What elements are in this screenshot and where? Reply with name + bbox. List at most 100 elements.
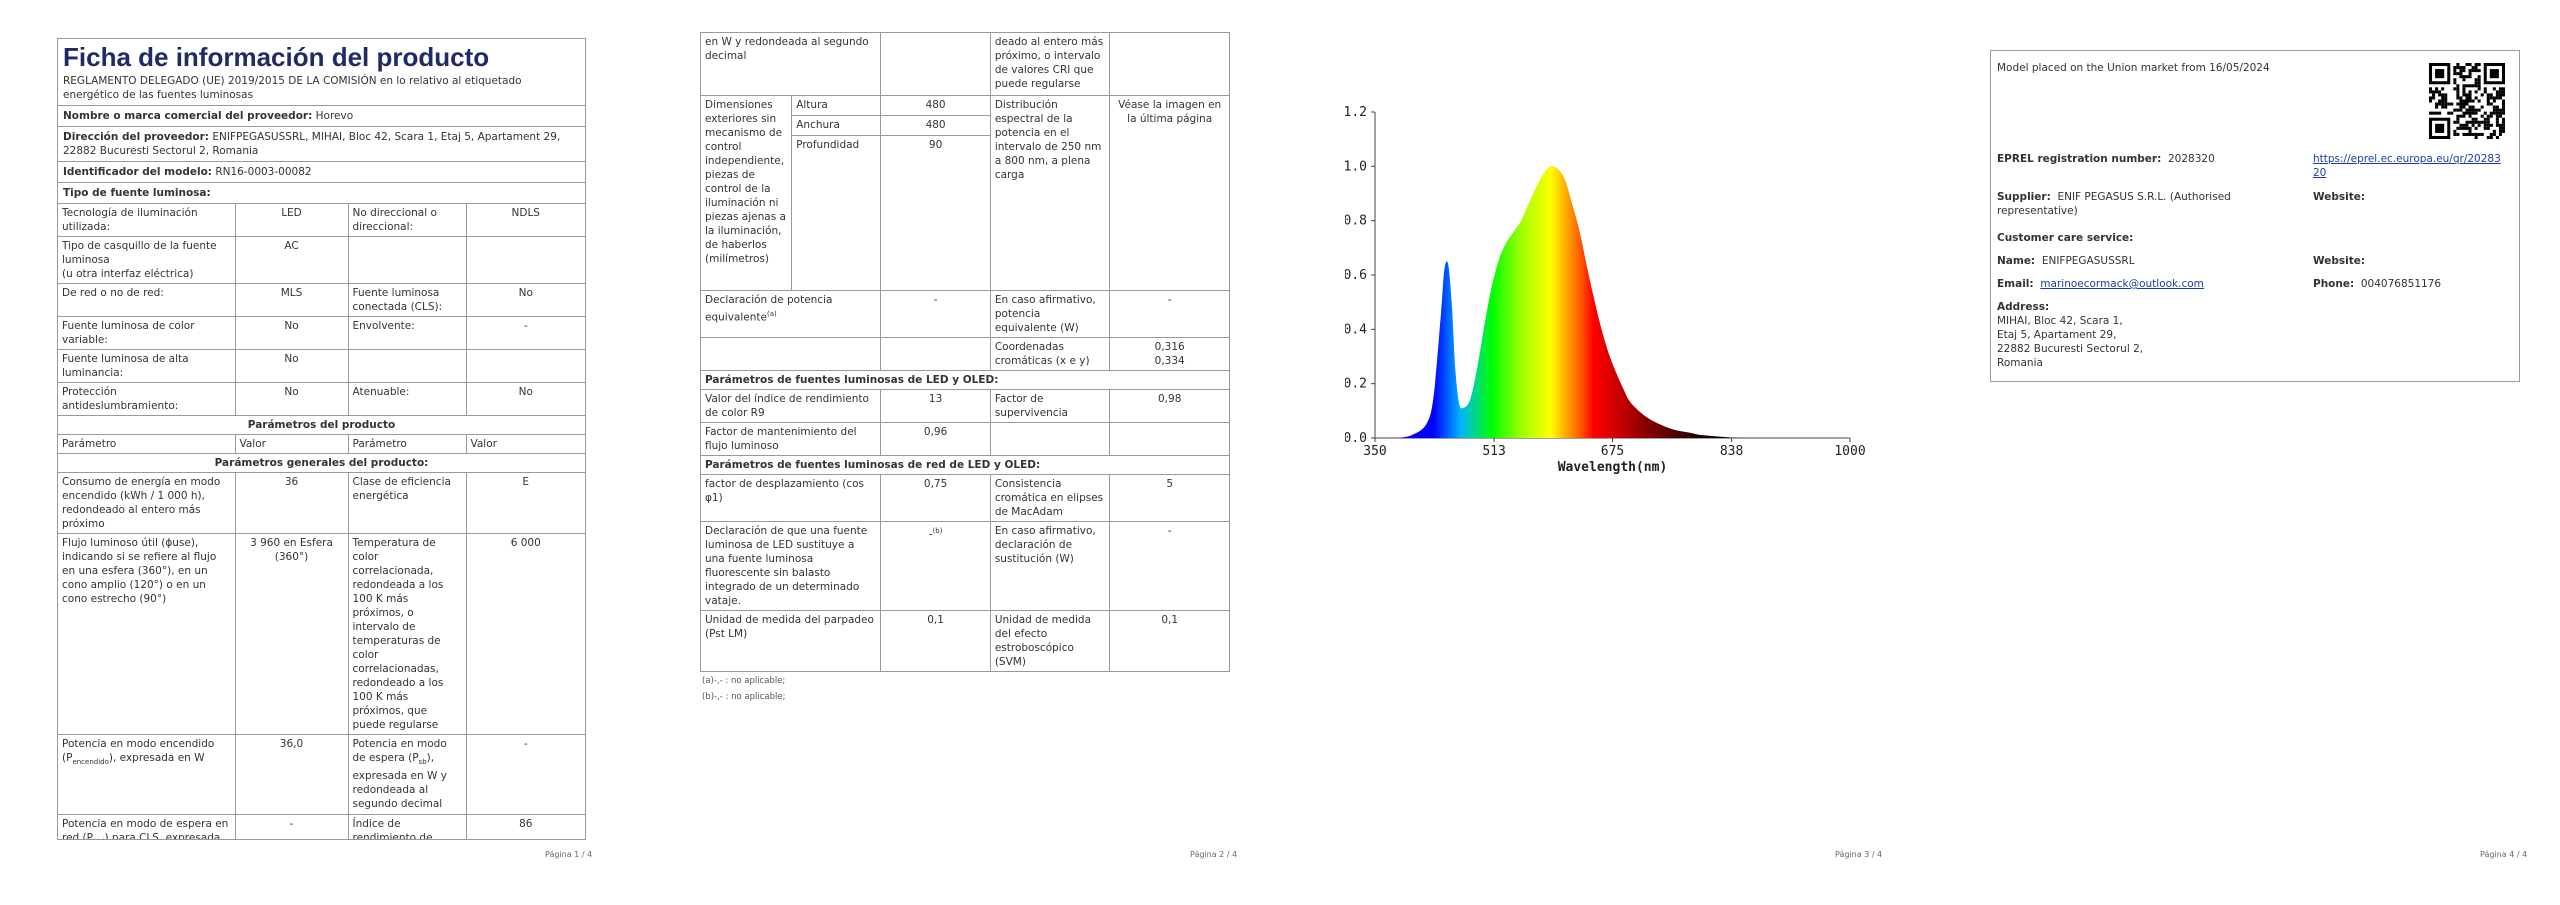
- address-block: Address: MIHAI, Bloc 42, Scara 1, Etaj 5…: [1997, 300, 2143, 370]
- cos-phi-value: 0,75: [880, 474, 991, 522]
- table-row: Parámetros de fuentes luminosas de LED y…: [700, 370, 1230, 390]
- qr-module: [2498, 123, 2502, 127]
- qr-module: [2468, 90, 2472, 94]
- qr-module: [2471, 108, 2475, 112]
- qr-module: [2483, 117, 2487, 121]
- qr-module: [2471, 84, 2475, 88]
- address-line-2: Etaj 5, Apartament 29,: [1997, 329, 2117, 341]
- svm-value: 0,1: [1109, 610, 1230, 672]
- replacement-yes-value: -: [1109, 521, 1230, 611]
- qr-module: [2456, 90, 2460, 94]
- network-standby-value: -: [234, 814, 349, 839]
- table-row: Potencia en modo encendido (Pencendido),…: [58, 734, 585, 815]
- mains-value: MLS: [234, 283, 349, 317]
- qr-module: [2477, 120, 2481, 124]
- qr-module: [2450, 102, 2454, 106]
- qr-module: [2495, 111, 2499, 115]
- qr-module: [2486, 114, 2490, 118]
- tech-value: LED: [234, 203, 349, 237]
- email-link[interactable]: marinoecormack@outlook.com: [2040, 278, 2204, 290]
- source-type-heading: Tipo de fuente luminosa:: [58, 183, 585, 204]
- qr-module: [2471, 132, 2475, 136]
- qr-module: [2456, 66, 2460, 70]
- qr-module: [2495, 114, 2499, 118]
- led-params-heading: Parámetros de fuentes luminosas de LED y…: [700, 370, 1230, 390]
- qr-module: [2435, 87, 2439, 91]
- qr-module: [2441, 102, 2445, 106]
- qr-module: [2459, 66, 2463, 70]
- high-luminance-value: No: [234, 349, 349, 383]
- qr-module: [2456, 126, 2460, 130]
- eprel-link[interactable]: https://eprel.ec.europa.eu/qr/2028320: [2313, 153, 2501, 179]
- qr-module: [2483, 111, 2487, 115]
- qr-module: [2432, 93, 2436, 97]
- qr-module: [2477, 69, 2481, 73]
- qr-module: [2438, 90, 2442, 94]
- replacement-value: -(b): [880, 521, 991, 611]
- qr-module: [2432, 90, 2436, 94]
- qr-module: [2465, 132, 2469, 136]
- qr-module: [2456, 72, 2460, 76]
- eprel-info-box: Model placed on the Union market from 16…: [1990, 50, 2520, 382]
- page-1: Ficha de información del producto REGLAM…: [55, 0, 645, 905]
- qr-module: [2462, 111, 2466, 115]
- table-row: Potencia en modo de espera en red (Pred)…: [58, 814, 585, 839]
- page-3: 0.0 0.2 0.4 0.6 0.8 1.0 1.2 350 513 675 838 1000 Wa…: [1345, 0, 1935, 905]
- qr-module: [2474, 132, 2478, 136]
- qr-module: [2465, 123, 2469, 127]
- source-type-label: Tipo de fuente luminosa:: [63, 187, 211, 199]
- address-line-4: Romania: [1997, 357, 2043, 369]
- qr-module: [2447, 102, 2451, 106]
- table-row: Fuente luminosa de alta luminancia: No: [58, 349, 585, 383]
- qr-module: [2489, 114, 2493, 118]
- qr-module: [2465, 96, 2469, 100]
- equivalent-power-label: Declaración de potencia equivalente(a): [700, 290, 882, 338]
- qr-module: [2459, 69, 2463, 73]
- page-number: Página 1 / 4: [545, 850, 593, 859]
- on-mode-power-label: Potencia en modo encendido (Pencendido),…: [58, 734, 236, 815]
- qr-module: [2486, 96, 2490, 100]
- network-standby-label: Potencia en modo de espera en red (Pred)…: [58, 814, 236, 839]
- page-4: Model placed on the Union market from 16…: [1990, 0, 2530, 905]
- address-label: Address:: [1997, 301, 2050, 313]
- qr-code-icon[interactable]: [2429, 63, 2505, 139]
- qr-module: [2501, 120, 2505, 124]
- qr-module: [2435, 69, 2445, 79]
- qr-module: [2498, 132, 2502, 136]
- qr-module: [2462, 99, 2466, 103]
- qr-module: [2441, 99, 2445, 103]
- qr-module: [2474, 126, 2478, 130]
- replacement-value-text: -: [928, 528, 933, 541]
- qr-module: [2459, 96, 2463, 100]
- qr-module: [2477, 81, 2481, 85]
- glare-value: No: [234, 382, 349, 416]
- qr-module: [2474, 117, 2478, 121]
- placed-on-market: Model placed on the Union market from 16…: [1997, 62, 2270, 74]
- table-row: Unidad de medida del parpadeo (Pst LM) 0…: [700, 610, 1230, 672]
- supplier-name-row: Nombre o marca comercial del proveedor: …: [58, 106, 585, 127]
- qr-module: [2435, 90, 2439, 94]
- flicker-label: Unidad de medida del parpadeo (Pst LM): [700, 610, 882, 672]
- cct-label: Temperatura de color correlacionada, red…: [347, 533, 467, 735]
- supplier-address-row: Dirección del proveedor: ENIFPEGASUSSRL,…: [58, 127, 585, 162]
- qr-module: [2474, 81, 2478, 85]
- qr-module: [2459, 72, 2463, 76]
- r9-label: Valor del índice de rendimiento de color…: [700, 389, 882, 423]
- qr-module: [2474, 108, 2478, 112]
- qr-module: [2477, 99, 2481, 103]
- qr-module: [2471, 120, 2475, 124]
- qr-module: [2444, 102, 2448, 106]
- qr-module: [2492, 111, 2496, 115]
- qr-module: [2468, 72, 2472, 76]
- table-row: en W y redondeada al segundo decimal dea…: [700, 32, 1230, 96]
- qr-module: [2453, 108, 2457, 112]
- name-label: Name:: [1997, 255, 2036, 267]
- qr-module: [2468, 99, 2472, 103]
- supplier-row: Supplier: ENIF PEGASUS S.R.L. (Authorise…: [1997, 190, 2297, 218]
- qr-module: [2501, 102, 2505, 106]
- table-row: Factor de mantenimiento del flujo lumino…: [700, 422, 1230, 456]
- cct-value: 6 000: [465, 533, 585, 735]
- qr-module: [2459, 105, 2463, 109]
- footnote-a: (a)-,- : no aplicable;: [702, 676, 786, 686]
- qr-module: [2501, 93, 2505, 97]
